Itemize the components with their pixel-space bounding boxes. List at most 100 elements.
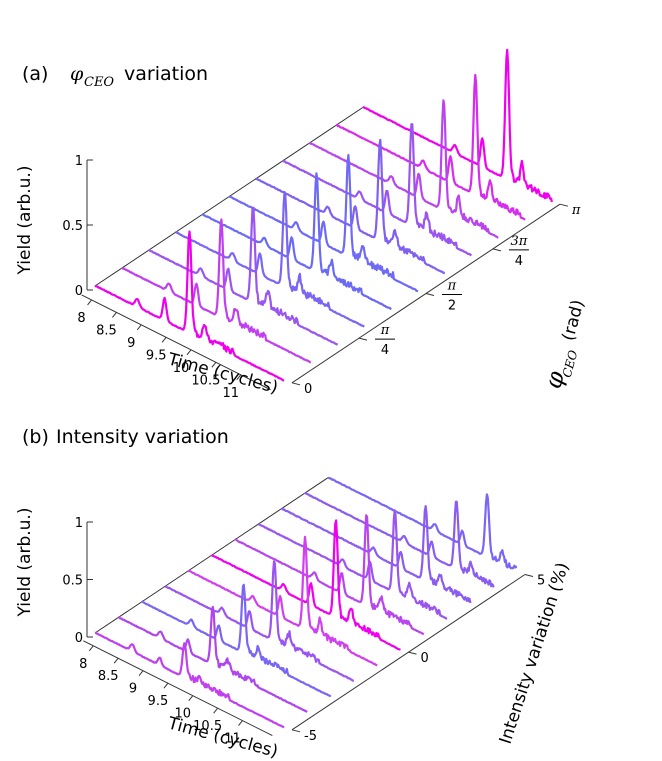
panel-b-label: (b) xyxy=(22,426,49,448)
z-tick-denominator: 4 xyxy=(515,254,523,269)
x-tick-mark xyxy=(112,312,117,318)
z-tick-label: π4 xyxy=(374,323,395,358)
z-tick-mark xyxy=(425,293,435,296)
series-line xyxy=(335,73,526,221)
series-line xyxy=(308,99,499,239)
x-tick-mark xyxy=(186,349,192,356)
series-line xyxy=(201,172,392,311)
panel-b-xlabel: Time (cycles) xyxy=(165,713,280,761)
series-line xyxy=(327,476,518,570)
series-line xyxy=(257,509,448,620)
panel-a-zlabel: φ CEO (rad) xyxy=(539,298,589,392)
panel-b: (b) Intensity variation 00.5188.599.5101… xyxy=(15,426,573,761)
panel-a-zlabel-symbol: φ xyxy=(539,368,570,392)
y-tick-label: 0.5 xyxy=(62,574,83,589)
x-tick-mark xyxy=(236,374,242,381)
z-tick-label: 0 xyxy=(304,382,312,397)
series-line xyxy=(148,206,339,346)
series-line xyxy=(121,218,312,364)
z-tick-label: 5 xyxy=(537,573,545,588)
x-tick-label: 8.5 xyxy=(98,669,119,684)
z-tick-label: 0 xyxy=(420,651,428,666)
series-line xyxy=(94,230,285,382)
panel-a-series xyxy=(94,48,553,382)
x-tick-label: 8 xyxy=(79,657,87,672)
x-tick-mark xyxy=(88,645,94,652)
series-line xyxy=(303,491,495,588)
x-axis-line xyxy=(83,640,273,737)
x-tick-label: 10.5 xyxy=(191,373,220,388)
x-tick-mark xyxy=(87,299,92,306)
panel-a-label: (a) xyxy=(22,63,48,85)
z-tick-mark xyxy=(408,651,417,655)
x-tick-label: 10 xyxy=(173,361,190,376)
series-line xyxy=(234,514,425,636)
z-tick-label: -5 xyxy=(304,729,317,744)
x-tick-label: 10.5 xyxy=(193,719,222,734)
x-tick-label: 9.5 xyxy=(148,694,169,709)
panel-b-title-text: Intensity variation xyxy=(56,426,229,448)
z-tick-label: π2 xyxy=(441,279,462,314)
y-tick-label: 0 xyxy=(75,284,83,299)
x-tick-label: 8.5 xyxy=(96,323,117,338)
series-line xyxy=(140,583,332,698)
x-tick-mark xyxy=(211,361,217,368)
z-tick-numerator: π xyxy=(447,279,457,294)
x-tick-label: 11 xyxy=(222,386,239,401)
y-tick-label: 1 xyxy=(75,154,83,169)
x-tick-mark xyxy=(136,324,142,331)
x-tick-mark xyxy=(163,682,169,689)
z-tick-mark xyxy=(492,248,502,252)
x-axis-line xyxy=(81,294,271,391)
panel-b-series xyxy=(94,476,518,729)
z-tick-mark xyxy=(524,574,534,577)
series-line xyxy=(164,560,355,682)
y-tick-label: 0 xyxy=(75,631,83,646)
x-tick-label: 9.5 xyxy=(146,348,167,363)
series-line xyxy=(187,535,378,667)
panel-b-axes xyxy=(83,477,534,737)
series-line xyxy=(228,153,419,293)
z-tick-numerator: 3π xyxy=(511,234,528,249)
z-tick-label: π xyxy=(571,203,581,218)
panel-a-title-symbol: φ xyxy=(70,63,84,85)
z-tick-denominator: 2 xyxy=(448,299,456,314)
x-tick-mark xyxy=(138,670,144,677)
series-line xyxy=(175,191,365,328)
z-tick-label: 3π4 xyxy=(508,234,529,269)
x-tick-label: 11 xyxy=(224,732,241,747)
x-tick-mark xyxy=(238,720,243,726)
panel-a-title-text: variation xyxy=(124,63,208,85)
x-tick-label: 9 xyxy=(127,336,135,351)
series-line xyxy=(362,48,553,203)
y-tick-label: 1 xyxy=(75,516,83,531)
panel-a-zlabel-subscript: CEO xyxy=(560,348,581,379)
z-tick-denominator: 4 xyxy=(381,343,389,358)
panel-a-title-subscript: CEO xyxy=(84,75,114,90)
series-line xyxy=(280,505,472,604)
z-tick-numerator: π xyxy=(380,323,390,338)
series-line xyxy=(117,605,308,713)
x-tick-mark xyxy=(113,657,119,664)
panel-a-ylabel: Yield (arb.u.) xyxy=(15,166,35,276)
panel-a: (a) φ CEO variation 0 0.5 1 8 8.5 9 9.5 1010.51… xyxy=(15,48,589,401)
panel-a-zlabel-unit: (rad) xyxy=(558,298,588,343)
x-tick-mark xyxy=(161,337,167,343)
panel-b-zlabel: Intensity variation (%) xyxy=(496,560,574,746)
x-tick-mark xyxy=(213,707,219,714)
x-tick-label: 9 xyxy=(129,682,137,697)
z-tick-mark xyxy=(559,203,569,207)
z-tick-mark xyxy=(291,729,301,733)
z-tick-mark xyxy=(358,337,368,341)
z-tick-mark xyxy=(291,382,301,386)
x-tick-mark xyxy=(188,695,194,701)
panel-b-ylabel: Yield (arb.u.) xyxy=(15,508,35,618)
x-tick-label: 8 xyxy=(77,311,85,326)
series-line xyxy=(210,519,401,651)
series-line xyxy=(94,631,285,729)
y-tick-label: 0.5 xyxy=(62,219,83,234)
x-tick-label: 10 xyxy=(174,707,191,722)
